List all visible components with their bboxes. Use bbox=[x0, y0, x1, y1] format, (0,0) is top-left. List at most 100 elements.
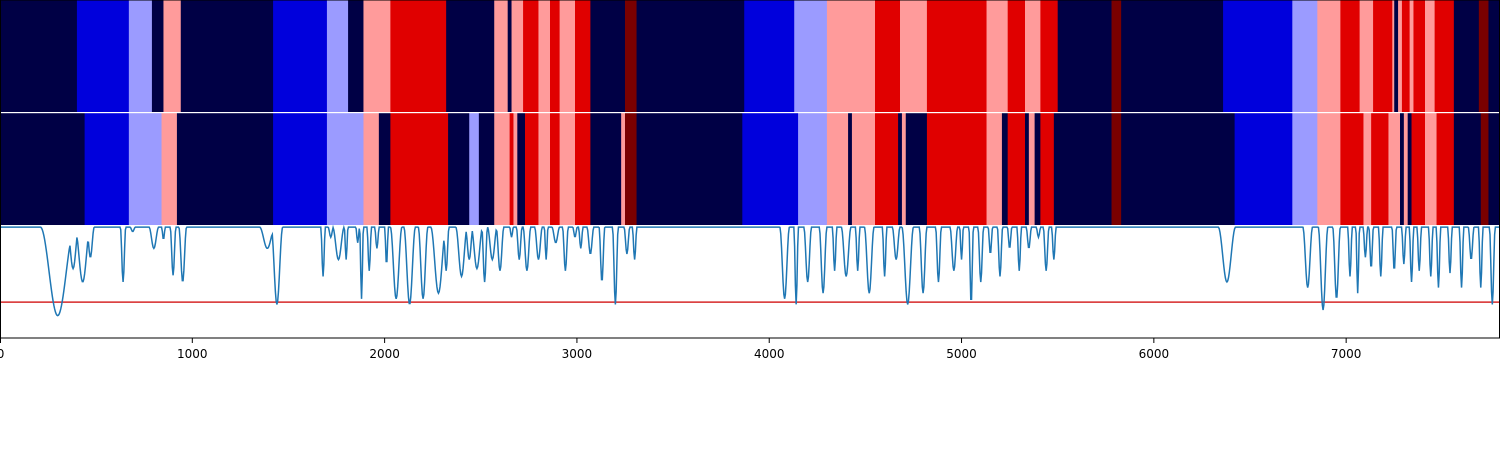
segment-2-36 bbox=[926, 113, 987, 225]
x-tick-label-3000: 3000 bbox=[562, 347, 593, 361]
segment-1-39 bbox=[1317, 0, 1341, 112]
x-tick-label-6000: 6000 bbox=[1139, 347, 1170, 361]
segment-2-55 bbox=[1403, 113, 1409, 225]
segment-2-5 bbox=[176, 113, 274, 225]
segment-2-58 bbox=[1425, 113, 1437, 225]
segment-1-51 bbox=[1453, 0, 1480, 112]
segment-1-13 bbox=[494, 0, 509, 112]
segment-1-10 bbox=[363, 0, 391, 112]
segment-2-33 bbox=[898, 113, 903, 225]
segment-2-2 bbox=[84, 113, 130, 225]
segment-2-43 bbox=[1040, 113, 1055, 225]
segment-2-7 bbox=[326, 113, 364, 225]
segment-1-29 bbox=[926, 0, 987, 112]
segment-2-25 bbox=[625, 113, 637, 225]
segment-1-28 bbox=[900, 0, 928, 112]
segment-1-23 bbox=[636, 0, 745, 112]
segment-1-34 bbox=[1057, 0, 1112, 112]
segment-1-8 bbox=[326, 0, 349, 112]
segment-1-20 bbox=[575, 0, 591, 112]
segment-2-28 bbox=[798, 113, 828, 225]
segment-1-1 bbox=[0, 0, 78, 112]
x-axis: 0 1000 2000 3000 4000 5000 6000 7000 bbox=[0, 338, 1361, 361]
x-tick-label-1000: 1000 bbox=[177, 347, 208, 361]
segment-2-20 bbox=[550, 113, 561, 225]
segment-2-50 bbox=[1340, 113, 1364, 225]
segment-1-17 bbox=[538, 0, 551, 112]
heatmap-rows bbox=[0, 0, 1500, 225]
segment-1-32 bbox=[1025, 0, 1041, 112]
segment-2-11 bbox=[448, 113, 470, 225]
segment-1-40 bbox=[1340, 0, 1361, 112]
segment-2-46 bbox=[1121, 113, 1236, 225]
segment-2-44 bbox=[1053, 113, 1112, 225]
segment-2-57 bbox=[1411, 113, 1426, 225]
segment-2-48 bbox=[1292, 113, 1318, 225]
segment-2-47 bbox=[1234, 113, 1293, 225]
segment-2-9 bbox=[378, 113, 391, 225]
segment-2-14 bbox=[494, 113, 511, 225]
heatmap-row-2 bbox=[0, 113, 1500, 225]
segment-1-33 bbox=[1040, 0, 1059, 112]
segment-2-3 bbox=[128, 113, 162, 225]
segment-1-47 bbox=[1409, 0, 1414, 112]
segment-1-19 bbox=[559, 0, 576, 112]
segment-1-37 bbox=[1223, 0, 1293, 112]
segment-1-14 bbox=[507, 0, 512, 112]
segment-1-53 bbox=[1488, 0, 1500, 112]
row-separator-1 bbox=[0, 112, 1500, 114]
segment-1-45 bbox=[1398, 0, 1403, 112]
x-tick-label-0: 0 bbox=[0, 347, 4, 361]
segment-2-60 bbox=[1453, 113, 1482, 225]
segment-1-21 bbox=[590, 0, 626, 112]
segment-2-22 bbox=[575, 113, 591, 225]
segment-2-52 bbox=[1371, 113, 1389, 225]
segment-2-10 bbox=[390, 113, 449, 225]
segment-1-48 bbox=[1413, 0, 1426, 112]
segment-2-59 bbox=[1436, 113, 1455, 225]
segment-1-6 bbox=[180, 0, 274, 112]
segment-1-50 bbox=[1434, 0, 1455, 112]
segment-2-1 bbox=[0, 113, 86, 225]
segment-2-38 bbox=[1001, 113, 1009, 225]
segment-1-24 bbox=[744, 0, 795, 112]
segment-1-46 bbox=[1401, 0, 1411, 112]
segment-1-30 bbox=[986, 0, 1009, 112]
segment-1-18 bbox=[550, 0, 561, 112]
segment-2-34 bbox=[901, 113, 907, 225]
segment-1-7 bbox=[273, 0, 328, 112]
segment-1-49 bbox=[1425, 0, 1436, 112]
heatmap-row-1 bbox=[0, 0, 1500, 112]
segment-2-12 bbox=[469, 113, 480, 225]
segment-1-12 bbox=[446, 0, 495, 112]
segment-2-16 bbox=[513, 113, 518, 225]
segment-1-38 bbox=[1292, 0, 1318, 112]
segment-2-8 bbox=[363, 113, 380, 225]
segment-1-31 bbox=[1007, 0, 1026, 112]
segment-2-61 bbox=[1480, 113, 1489, 225]
segment-2-19 bbox=[538, 113, 551, 225]
segment-2-18 bbox=[525, 113, 539, 225]
segment-2-41 bbox=[1028, 113, 1036, 225]
segment-2-32 bbox=[875, 113, 899, 225]
row-separators bbox=[0, 112, 1500, 227]
segment-1-15 bbox=[511, 0, 524, 112]
segment-2-62 bbox=[1488, 113, 1500, 225]
x-tick-label-5000: 5000 bbox=[946, 347, 977, 361]
segment-1-16 bbox=[523, 0, 539, 112]
segment-2-6 bbox=[273, 113, 328, 225]
segment-2-23 bbox=[590, 113, 622, 225]
segment-2-37 bbox=[986, 113, 1003, 225]
segment-1-36 bbox=[1121, 0, 1224, 112]
segment-2-15 bbox=[509, 113, 514, 225]
segment-1-44 bbox=[1394, 0, 1399, 112]
row-separator-2 bbox=[0, 225, 1500, 227]
segment-2-49 bbox=[1317, 113, 1341, 225]
segment-2-4 bbox=[161, 113, 178, 225]
segment-1-11 bbox=[390, 0, 447, 112]
segment-2-54 bbox=[1400, 113, 1405, 225]
segment-1-5 bbox=[163, 0, 182, 112]
segment-2-51 bbox=[1363, 113, 1372, 225]
